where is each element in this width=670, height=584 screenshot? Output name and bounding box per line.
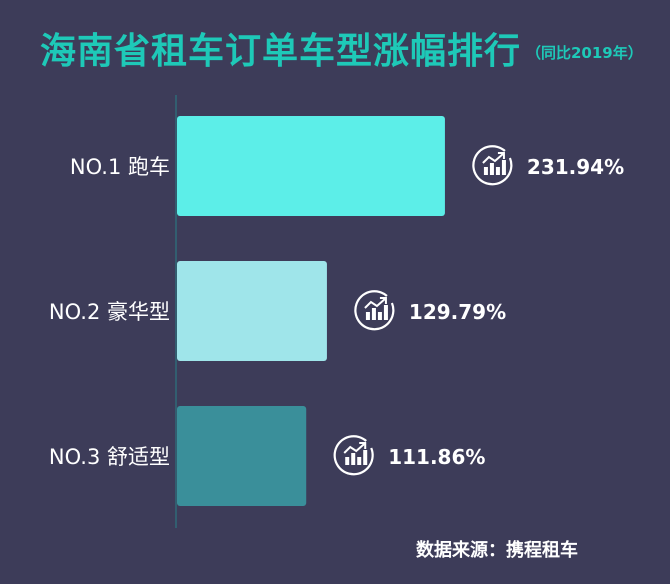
growth-chart-icon (472, 145, 513, 186)
value-label: 111.86% (388, 445, 485, 469)
bar (177, 116, 445, 216)
bar (177, 261, 327, 361)
bar (177, 406, 307, 506)
growth-chart-icon (333, 435, 374, 476)
value-label: 129.79% (409, 300, 506, 324)
category-label: NO.3 舒适型 (49, 445, 170, 469)
chart-title: 海南省租车订单车型涨幅排行 (40, 31, 522, 72)
value-label: 231.94% (527, 155, 624, 179)
growth-chart-icon (354, 290, 395, 331)
chart-subtitle: （同比2019年） (526, 44, 643, 62)
source-note: 数据来源：携程租车 (416, 540, 578, 561)
category-label: NO.1 跑车 (70, 155, 170, 179)
category-label: NO.2 豪华型 (49, 300, 170, 324)
